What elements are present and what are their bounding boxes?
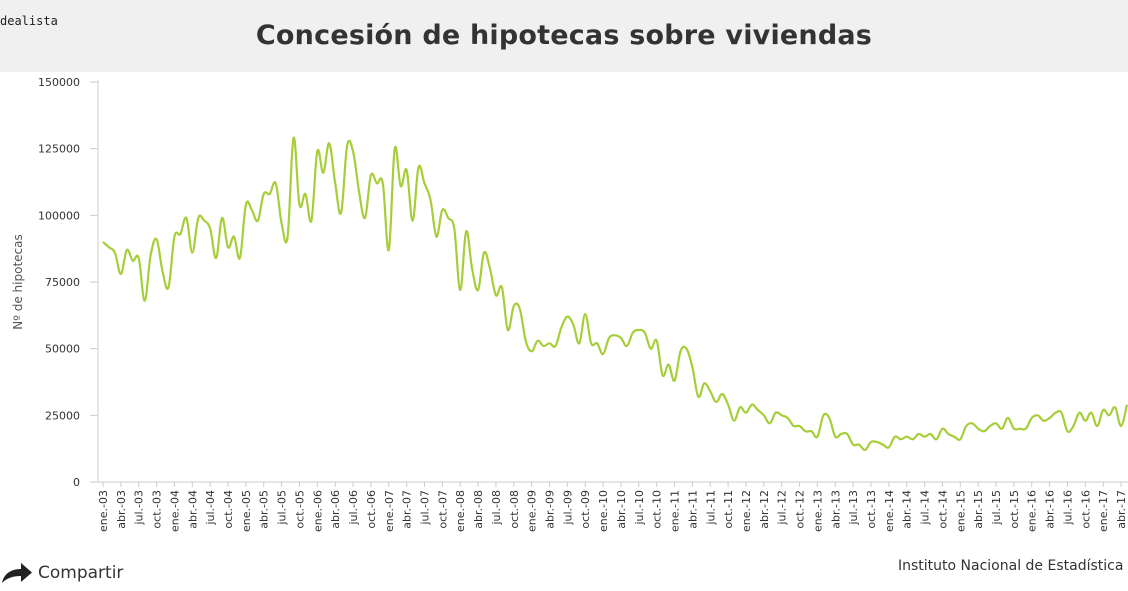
- x-tick-label: oct.-08: [508, 490, 521, 529]
- x-tick-label: oct.-09: [579, 490, 592, 529]
- x-tick-label: oct.-10: [651, 490, 664, 529]
- y-axis-title: Nº de hipotecas: [11, 234, 25, 329]
- y-tick-label: 125000: [38, 143, 80, 156]
- x-tick-label: oct.-06: [365, 490, 378, 529]
- x-tick-label: jul.-10: [633, 490, 646, 526]
- x-tick-label: abr.-14: [901, 490, 914, 529]
- x-tick-label: oct.-16: [1079, 490, 1092, 529]
- x-tick-label: jul.-09: [561, 490, 574, 526]
- x-tick-label: jul.-05: [276, 490, 289, 526]
- x-tick-label: ene.-13: [811, 490, 824, 532]
- x-tick-label: abr.-13: [829, 490, 842, 529]
- x-tick-label: abr.-04: [186, 490, 199, 529]
- share-label: Compartir: [38, 563, 124, 583]
- chart-title: Concesión de hipotecas sobre viviendas: [255, 20, 873, 51]
- y-tick-label: 0: [73, 476, 80, 489]
- x-tick-label: ene.-11: [669, 490, 682, 532]
- x-tick-label: oct.-14: [936, 490, 949, 529]
- x-tick-label: oct.-13: [865, 490, 878, 529]
- x-tick-label: jul.-16: [1061, 490, 1074, 526]
- x-tick-label: oct.-15: [1008, 490, 1021, 529]
- brand-logo-text: dealista: [0, 14, 58, 28]
- x-tick-label: ene.-05: [240, 490, 253, 532]
- x-tick-label: abr.-03: [115, 490, 128, 529]
- x-tick-label: oct.-03: [151, 490, 164, 529]
- x-tick-label: ene.-08: [454, 490, 467, 532]
- share-arrow-icon: [2, 563, 32, 583]
- x-tick-label: oct.-07: [436, 490, 449, 529]
- x-tick-label: jul.-11: [704, 490, 717, 526]
- x-tick-label: abr.-16: [1044, 490, 1057, 529]
- x-tick-label: jul.-03: [133, 490, 146, 526]
- x-tick-label: jul.-08: [490, 490, 503, 526]
- x-tick-label: ene.-06: [311, 490, 324, 532]
- share-button[interactable]: Compartir: [0, 558, 123, 588]
- x-tick-label: abr.-09: [544, 490, 557, 529]
- x-tick-label: jul.-12: [776, 490, 789, 526]
- x-tick-label: jul.-06: [347, 490, 360, 526]
- x-tick-label: ene.-17: [1097, 490, 1110, 532]
- x-tick-label: abr.-17: [1115, 490, 1128, 529]
- x-tick-label: ene.-03: [97, 490, 110, 532]
- x-tick-label: ene.-09: [526, 490, 539, 532]
- x-tick-label: oct.-11: [722, 490, 735, 529]
- x-tick-label: ene.-04: [168, 490, 181, 532]
- x-tick-label: jul.-14: [919, 490, 932, 526]
- source-credit: Instituto Nacional de Estadística: [898, 558, 1124, 574]
- x-tick-label: jul.-13: [847, 490, 860, 526]
- x-tick-label: ene.-16: [1026, 490, 1039, 532]
- x-tick-label: abr.-06: [329, 490, 342, 529]
- x-tick-label: ene.-14: [883, 490, 896, 532]
- x-tick-label: jul.-07: [418, 490, 431, 526]
- x-tick-label: abr.-10: [615, 490, 628, 529]
- x-tick-label: oct.-04: [222, 490, 235, 529]
- x-tick-label: jul.-15: [990, 490, 1003, 526]
- line-chart: 0 25000 50000 75000 100000 125000 150000 Nº de …: [11, 76, 1128, 532]
- x-tick-label: abr.-07: [401, 490, 414, 529]
- y-tick-label: 75000: [45, 276, 80, 289]
- x-tick-label: oct.-05: [293, 490, 306, 529]
- x-tick-label: abr.-08: [472, 490, 485, 529]
- y-tick-label: 50000: [45, 343, 80, 356]
- x-tick-label: ene.-07: [383, 490, 396, 532]
- x-tick-label: ene.-10: [597, 490, 610, 532]
- x-tick-label: abr.-11: [686, 490, 699, 529]
- x-tick-label: oct.-12: [794, 490, 807, 529]
- x-tick-label: ene.-15: [954, 490, 967, 532]
- y-tick-label: 100000: [38, 209, 80, 222]
- y-tick-label: 150000: [38, 76, 80, 89]
- series-line: [102, 136, 1128, 452]
- x-tick-label: abr.-05: [258, 490, 271, 529]
- y-tick-label: 25000: [45, 409, 80, 422]
- chart-header: dealista Concesión de hipotecas sobre vi…: [0, 0, 1128, 72]
- x-tick-label: ene.-12: [740, 490, 753, 532]
- x-tick-label: abr.-15: [972, 490, 985, 529]
- x-tick-label: jul.-04: [204, 490, 217, 526]
- x-tick-label: abr.-12: [758, 490, 771, 529]
